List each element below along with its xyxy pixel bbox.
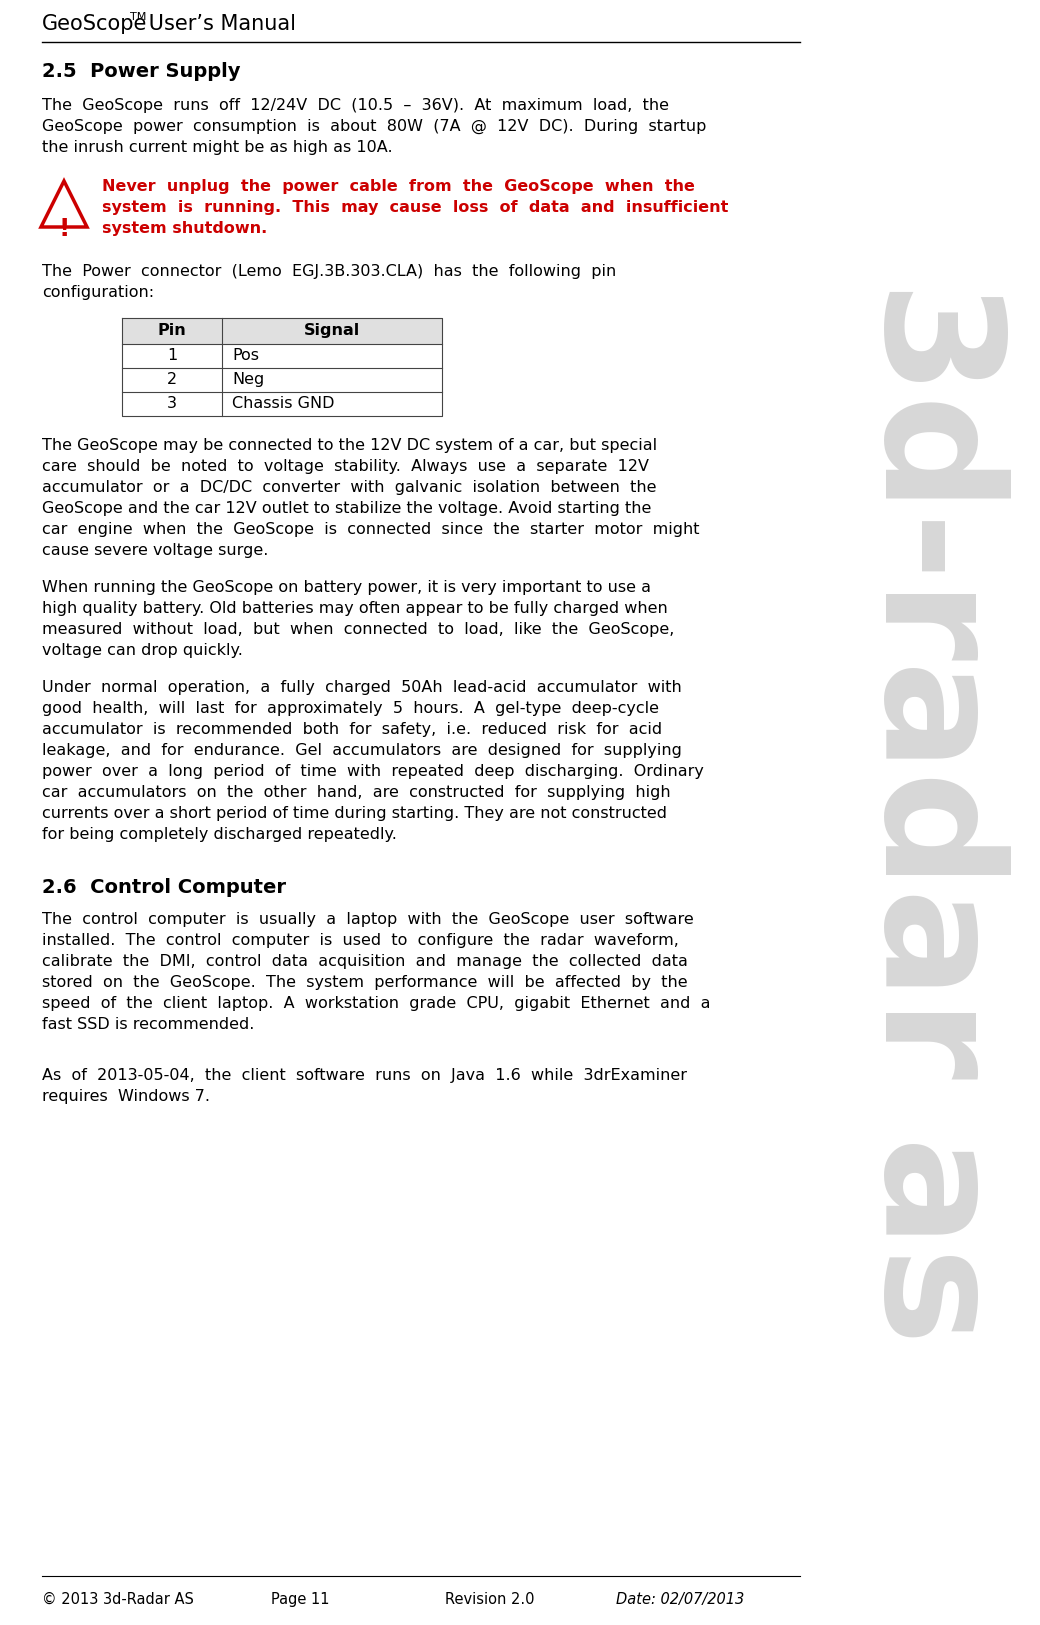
Text: accumulator  is  recommended  both  for  safety,  i.e.  reduced  risk  for  acid: accumulator is recommended both for safe… — [42, 722, 662, 738]
Text: voltage can drop quickly.: voltage can drop quickly. — [42, 644, 243, 658]
Text: 2.5  Power Supply: 2.5 Power Supply — [42, 62, 240, 81]
Text: © 2013 3d-Radar AS: © 2013 3d-Radar AS — [42, 1592, 193, 1607]
Text: GeoScope  power  consumption  is  about  80W  (7A  @  12V  DC).  During  startup: GeoScope power consumption is about 80W … — [42, 119, 706, 135]
Text: Page 11: Page 11 — [270, 1592, 330, 1607]
Text: fast SSD is recommended.: fast SSD is recommended. — [42, 1017, 255, 1032]
Text: measured  without  load,  but  when  connected  to  load,  like  the  GeoScope,: measured without load, but when connecte… — [42, 622, 674, 637]
Text: The  GeoScope  runs  off  12/24V  DC  (10.5  –  36V).  At  maximum  load,  the: The GeoScope runs off 12/24V DC (10.5 – … — [42, 98, 669, 114]
Text: for being completely discharged repeatedly.: for being completely discharged repeated… — [42, 827, 397, 842]
Text: stored  on  the  GeoScope.  The  system  performance  will  be  affected  by  th: stored on the GeoScope. The system perfo… — [42, 975, 687, 990]
Text: Signal: Signal — [304, 323, 360, 338]
Text: car  accumulators  on  the  other  hand,  are  constructed  for  supplying  high: car accumulators on the other hand, are … — [42, 785, 671, 800]
Text: 2: 2 — [167, 372, 177, 387]
Text: Revision 2.0: Revision 2.0 — [445, 1592, 535, 1607]
Text: 2.6  Control Computer: 2.6 Control Computer — [42, 878, 286, 897]
Text: good  health,  will  last  for  approximately  5  hours.  A  gel-type  deep-cycl: good health, will last for approximately… — [42, 700, 659, 717]
Text: TM: TM — [130, 11, 147, 23]
Text: 3: 3 — [167, 396, 177, 411]
Text: GeoScope: GeoScope — [42, 15, 148, 34]
Text: installed.  The  control  computer  is  used  to  configure  the  radar  wavefor: installed. The control computer is used … — [42, 933, 679, 947]
Text: leakage,  and  for  endurance.  Gel  accumulators  are  designed  for  supplying: leakage, and for endurance. Gel accumula… — [42, 743, 682, 757]
Text: high quality battery. Old batteries may often appear to be fully charged when: high quality battery. Old batteries may … — [42, 601, 668, 616]
Text: currents over a short period of time during starting. They are not constructed: currents over a short period of time dur… — [42, 806, 667, 821]
Text: the inrush current might be as high as 10A.: the inrush current might be as high as 1… — [42, 140, 393, 154]
Text: Under  normal  operation,  a  fully  charged  50Ah  lead-acid  accumulator  with: Under normal operation, a fully charged … — [42, 679, 682, 696]
Text: system  is  running.  This  may  cause  loss  of  data  and  insufficient: system is running. This may cause loss o… — [102, 200, 728, 214]
Text: power  over  a  long  period  of  time  with  repeated  deep  discharging.  Ordi: power over a long period of time with re… — [42, 764, 704, 778]
Text: system shutdown.: system shutdown. — [102, 221, 267, 236]
Text: calibrate  the  DMI,  control  data  acquisition  and  manage  the  collected  d: calibrate the DMI, control data acquisit… — [42, 954, 687, 968]
Text: requires  Windows 7.: requires Windows 7. — [42, 1089, 210, 1103]
Text: Never  unplug  the  power  cable  from  the  GeoScope  when  the: Never unplug the power cable from the Ge… — [102, 179, 695, 193]
Text: car  engine  when  the  GeoScope  is  connected  since  the  starter  motor  mig: car engine when the GeoScope is connecte… — [42, 522, 700, 536]
Text: As  of  2013-05-04,  the  client  software  runs  on  Java  1.6  while  3drExami: As of 2013-05-04, the client software ru… — [42, 1068, 687, 1082]
Text: GeoScope and the car 12V outlet to stabilize the voltage. Avoid starting the: GeoScope and the car 12V outlet to stabi… — [42, 500, 651, 517]
Text: 1: 1 — [166, 348, 177, 362]
Bar — [122, 318, 442, 344]
Text: speed  of  the  client  laptop.  A  workstation  grade  CPU,  gigabit  Ethernet : speed of the client laptop. A workstatio… — [42, 996, 710, 1011]
Text: cause severe voltage surge.: cause severe voltage surge. — [42, 543, 268, 557]
Text: Chassis GND: Chassis GND — [232, 396, 335, 411]
Text: !: ! — [58, 218, 70, 240]
Text: When running the GeoScope on battery power, it is very important to use a: When running the GeoScope on battery pow… — [42, 580, 651, 595]
Text: The  control  computer  is  usually  a  laptop  with  the  GeoScope  user  softw: The control computer is usually a laptop… — [42, 912, 694, 926]
Text: 3d-radar as: 3d-radar as — [851, 281, 1010, 1344]
Text: Date: 02/07/2013: Date: 02/07/2013 — [616, 1592, 745, 1607]
Text: Pos: Pos — [232, 348, 259, 362]
Polygon shape — [41, 180, 87, 228]
Text: The  Power  connector  (Lemo  EGJ.3B.303.CLA)  has  the  following  pin: The Power connector (Lemo EGJ.3B.303.CLA… — [42, 263, 617, 279]
Text: Neg: Neg — [232, 372, 264, 387]
Text: User’s Manual: User’s Manual — [142, 15, 296, 34]
Text: Pin: Pin — [158, 323, 186, 338]
Text: accumulator  or  a  DC/DC  converter  with  galvanic  isolation  between  the: accumulator or a DC/DC converter with ga… — [42, 479, 656, 496]
Text: configuration:: configuration: — [42, 284, 154, 301]
Text: care  should  be  noted  to  voltage  stability.  Always  use  a  separate  12V: care should be noted to voltage stabilit… — [42, 458, 649, 474]
Text: The GeoScope may be connected to the 12V DC system of a car, but special: The GeoScope may be connected to the 12V… — [42, 439, 657, 453]
